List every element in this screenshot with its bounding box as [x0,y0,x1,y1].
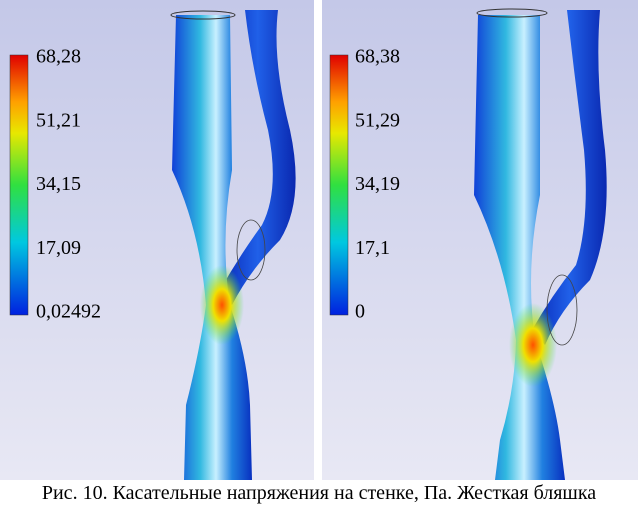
colorbar-label: 51,29 [355,109,400,131]
colorbar-label: 0 [355,301,365,323]
colorbar-label: 34,15 [36,173,81,195]
colorbar-label: 17,1 [355,237,390,259]
colorbar-label: 68,38 [355,46,400,68]
panel-right [322,0,638,480]
colorbar-label: 68,28 [36,46,81,68]
colorbar-label: 17,09 [36,237,81,259]
colorbar-label: 0,02492 [36,301,101,323]
colorbar-label: 34,19 [355,173,400,195]
figure-images: 68,28 51,21 34,15 17,09 0,02492 68,38 51,29 34,… [0,0,638,480]
colorbar-label: 51,21 [36,109,81,131]
figure-caption: Рис. 10. Касательные напряжения на стенк… [41,482,597,504]
panel-left [0,0,314,480]
